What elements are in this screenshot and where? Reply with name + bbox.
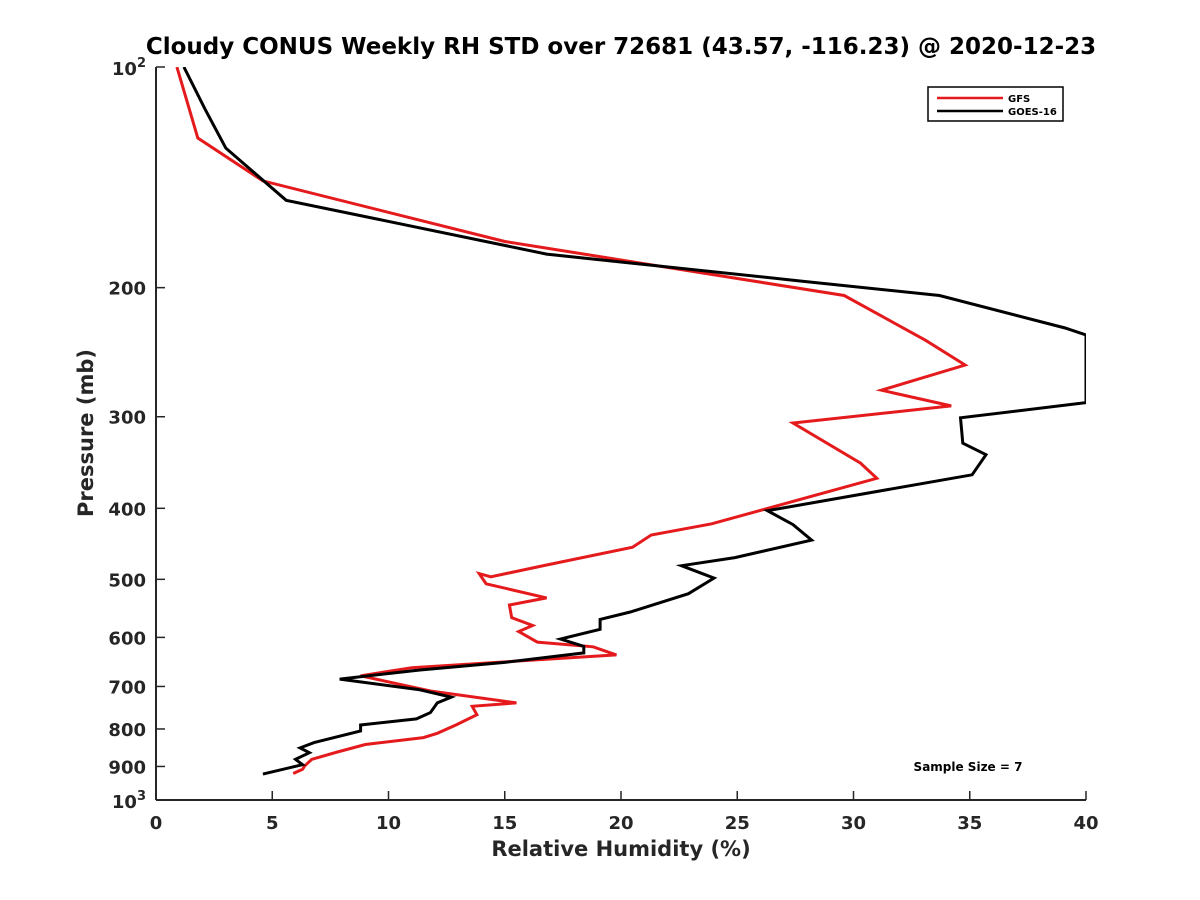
y-tick-label: 300 — [108, 408, 146, 429]
series-line-gfs — [175, 67, 969, 775]
legend-label-goes-16: GOES-16 — [1008, 107, 1057, 118]
x-tick-label: 10 — [376, 813, 401, 834]
y-tick-label: 200 — [108, 279, 146, 300]
series-layer — [175, 67, 1086, 776]
legend-label-gfs: GFS — [1008, 94, 1030, 105]
y-tick-label: 700 — [108, 677, 146, 698]
y-tick-label: 600 — [108, 628, 146, 649]
x-tick-label: 30 — [841, 813, 866, 834]
x-tick-label: 15 — [492, 813, 517, 834]
x-tick-label: 5 — [266, 813, 279, 834]
y-tick-label: 103 — [112, 789, 146, 813]
x-tick-label: 0 — [150, 813, 163, 834]
y-tick-label: 900 — [108, 757, 146, 778]
chart-title: Cloudy CONUS Weekly RH STD over 72681 (4… — [146, 34, 1096, 60]
x-tick-label: 20 — [608, 813, 633, 834]
legend: GFS GOES-16 — [927, 86, 1064, 122]
y-tick-label: 400 — [108, 499, 146, 520]
legend-box — [927, 86, 1064, 122]
x-tick-label: 40 — [1073, 813, 1098, 834]
y-tick-label: 102 — [112, 56, 146, 80]
x-tick-label: 35 — [957, 813, 982, 834]
y-tick-layer: 102 200 300 400 500 600 700 800 900 103 — [108, 56, 165, 813]
plot-area — [156, 67, 1086, 800]
series-line-goes-16 — [182, 67, 1086, 776]
y-tick-label: 500 — [108, 570, 146, 591]
x-axis-label: Relative Humidity (%) — [491, 837, 750, 861]
x-tick-layer: 0 5 10 15 20 25 30 35 40 — [150, 791, 1099, 834]
x-tick-label: 25 — [725, 813, 750, 834]
y-tick-label: 800 — [108, 720, 146, 741]
sample-size-annotation: Sample Size = 7 — [914, 760, 1023, 774]
y-axis-label: Pressure (mb) — [74, 349, 98, 517]
